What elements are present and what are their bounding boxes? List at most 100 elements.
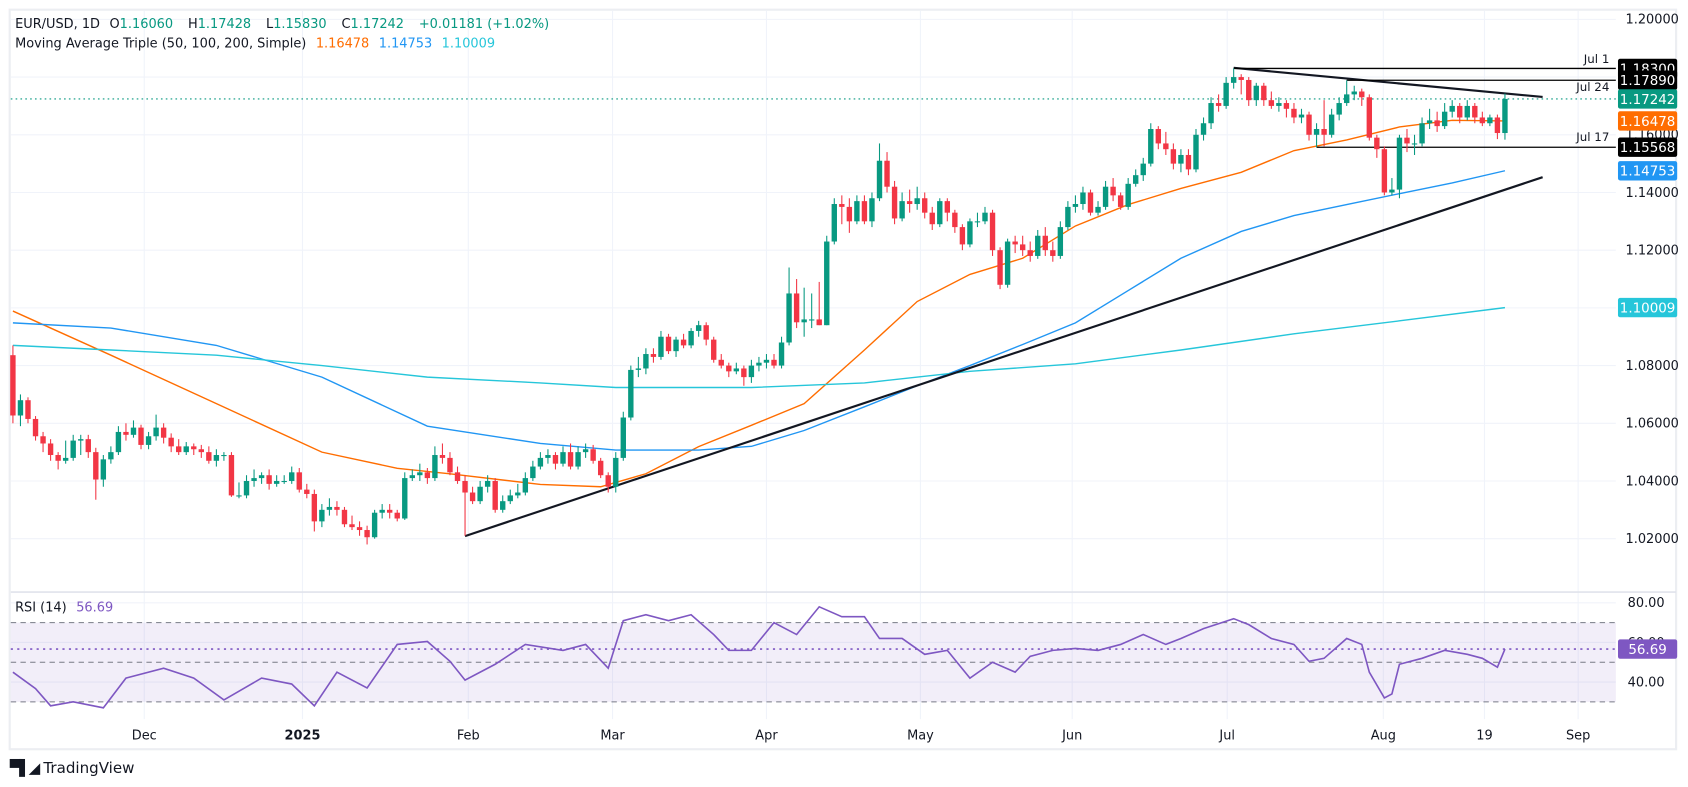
price-tick-label: 1.20000 (1626, 13, 1679, 28)
candle-body (1344, 94, 1350, 104)
resistance-trendline (1233, 66, 1543, 99)
candle-body (409, 475, 415, 479)
candle-body (1246, 79, 1252, 101)
candle-body (70, 440, 76, 458)
close-label: C (341, 16, 351, 32)
ma100-value: 1.14753 (378, 35, 433, 51)
low-value: L1.15830 (266, 16, 332, 31)
candle-body (341, 509, 348, 525)
candle-body (1449, 105, 1455, 112)
candle-body (545, 455, 551, 458)
candle-body (763, 359, 770, 363)
candle-body (914, 198, 920, 205)
candle-body (846, 206, 853, 222)
candle-body (1472, 105, 1478, 118)
candle-body (733, 368, 740, 372)
candle-body (522, 478, 529, 493)
candle-body (1193, 134, 1199, 170)
candle-body (62, 457, 69, 461)
candle-body (824, 241, 830, 326)
ma-line (12, 119, 1505, 488)
candle-body (1155, 129, 1162, 144)
open-number: 1.16060 (119, 16, 174, 32)
candle-body (243, 480, 250, 496)
candle-body (695, 325, 702, 331)
candle-body (1042, 235, 1048, 251)
candle-body (711, 339, 717, 360)
candle-body (1366, 97, 1372, 138)
candle-body (515, 492, 521, 496)
candle-body (861, 201, 868, 222)
candle-body (469, 492, 476, 502)
candle-body (665, 336, 672, 352)
rsi-title: RSI (14) (15, 599, 67, 615)
candle-body (424, 472, 431, 479)
time-tick-label: Sep (1566, 729, 1590, 744)
candle-body (1027, 250, 1033, 256)
candle-body (364, 530, 370, 538)
candle-body (1268, 100, 1275, 106)
time-tick-label: Apr (755, 729, 778, 744)
candle-body (884, 160, 890, 187)
candle-body (1298, 114, 1305, 118)
candle-body (221, 455, 227, 457)
candle-body (145, 436, 152, 445)
candle-body (198, 449, 204, 453)
rsi-value-tag-text: 56.69 (1628, 643, 1666, 658)
candle-body (1336, 103, 1342, 115)
candle-body (356, 527, 363, 531)
candle-body (447, 457, 453, 473)
candle-body (1404, 137, 1410, 144)
candle-body (1487, 117, 1493, 124)
candle-body (1102, 186, 1109, 207)
candle-body (891, 186, 898, 219)
time-tick-label: Jun (1061, 729, 1082, 744)
candle-body (613, 457, 619, 487)
candle-body (191, 446, 197, 450)
candle-body (1464, 105, 1470, 118)
candle-body (537, 457, 544, 467)
candle-body (17, 400, 24, 416)
time-tick-label: Feb (457, 729, 480, 744)
candle-body (703, 325, 709, 340)
candle-body (967, 221, 973, 245)
candle-body (115, 431, 122, 453)
candle-body (748, 365, 755, 378)
price-tick-label: 1.04000 (1626, 474, 1679, 489)
candle-body (10, 355, 16, 416)
candle-body (289, 472, 295, 481)
candle-body (123, 431, 129, 435)
candle-body (1396, 137, 1403, 190)
candle-body (1261, 85, 1267, 101)
candle-body (1087, 192, 1094, 213)
candle-body (1057, 227, 1064, 256)
high-value: H1.17428 (188, 16, 257, 31)
candle-body (138, 427, 144, 445)
time-tick-label: Jul (1218, 729, 1235, 744)
candle-body (1328, 114, 1335, 135)
candle-body (793, 293, 800, 323)
candle-body (251, 478, 257, 481)
rsi-legend[interactable]: RSI (14) 56.69 (15, 600, 118, 615)
ma-legend[interactable]: Moving Average Triple (50, 100, 200, Sim… (15, 36, 500, 51)
candle-body (311, 493, 318, 522)
candle-body (658, 336, 664, 357)
ma50-price-tag (1617, 111, 1678, 131)
candle-body (1351, 91, 1357, 95)
ma200-price-tag (1617, 297, 1678, 318)
candle-body (1389, 189, 1395, 193)
candle-body (1434, 120, 1440, 127)
candle-body (922, 198, 928, 213)
low-number: 1.15830 (273, 16, 327, 32)
candle-body (1441, 111, 1448, 127)
candle-body (25, 400, 31, 419)
candle-body (1457, 105, 1463, 118)
candle-body (319, 509, 325, 522)
candle-body (1050, 250, 1056, 256)
candle-body (1313, 129, 1320, 135)
candle-body (100, 459, 107, 480)
candle-body (1230, 77, 1237, 83)
tradingview-logo[interactable]: ▀▌◢ TradingView (10, 760, 135, 777)
candle-body (718, 359, 724, 366)
